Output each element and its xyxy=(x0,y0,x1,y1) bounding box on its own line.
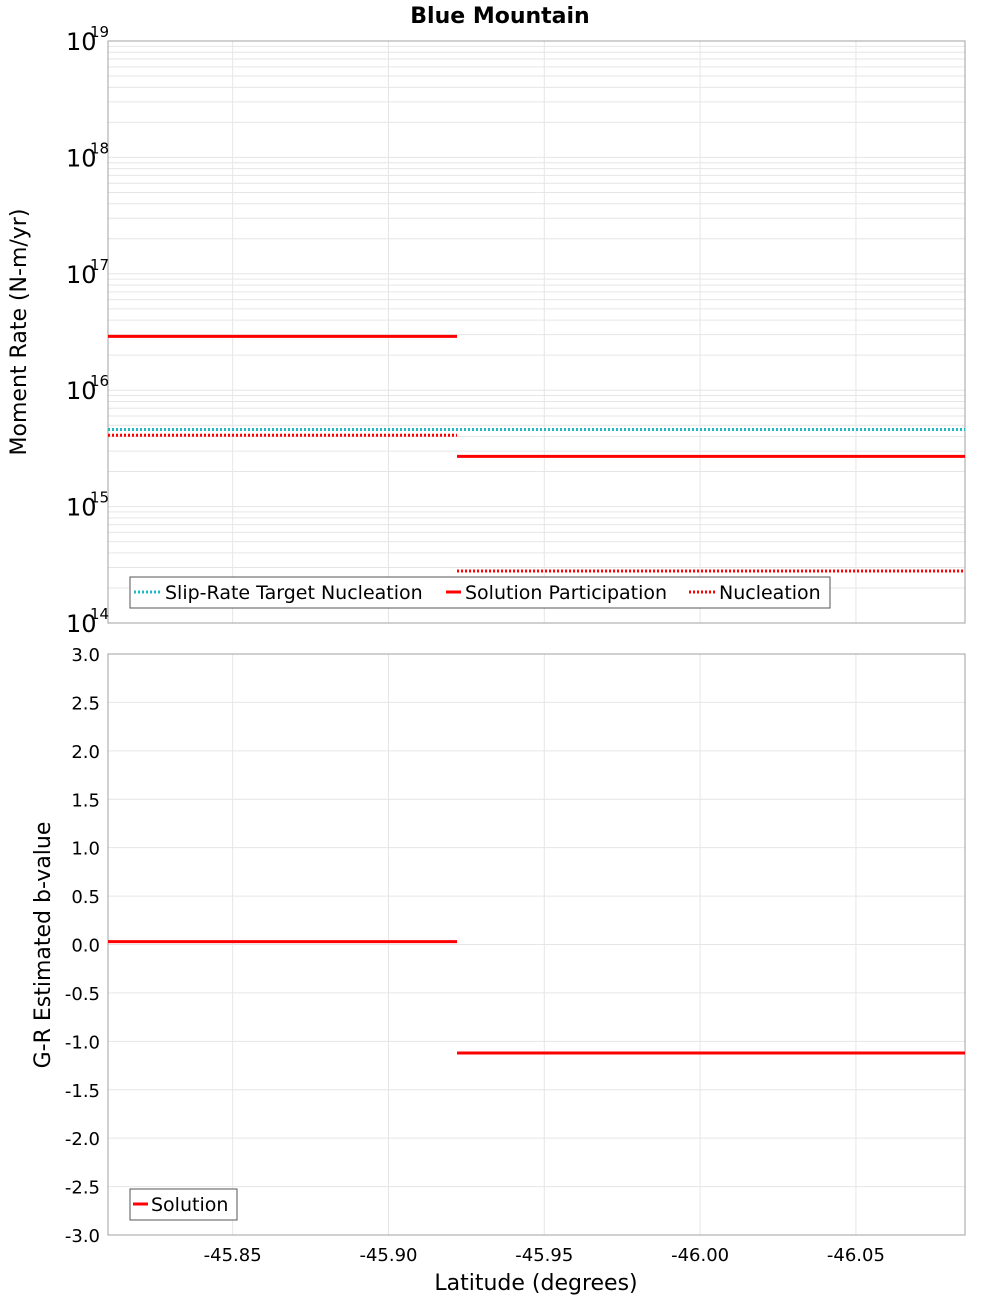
moment-rate-grid xyxy=(108,41,965,624)
y-tick-label: -0.5 xyxy=(65,984,100,1005)
y-tick-label: 3.0 xyxy=(71,645,100,666)
b-value-y-ticks: 3.0 2.5 2.0 1.5 1.0 0.5 0.0 -0.5 -1.0 -1.5 -2.0 -2.… xyxy=(65,645,100,1247)
y-tick-label: 10 xyxy=(66,610,97,638)
y-tick-label: 0.0 xyxy=(71,936,100,957)
b-value-legend-box xyxy=(129,1188,238,1221)
y-tick-label: 1.5 xyxy=(71,790,100,811)
x-tick-label: -46.00 xyxy=(671,1245,729,1266)
y-tick-exponent: 17 xyxy=(90,256,109,274)
y-tick-label: 1.0 xyxy=(71,839,100,860)
b-value-y-label: G-R Estimated b-value xyxy=(31,822,56,1069)
x-axis-label: Latitude (degrees) xyxy=(434,1271,637,1296)
x-tick-label: -45.90 xyxy=(359,1245,417,1266)
b-value-series xyxy=(108,940,965,1055)
y-tick-label: 0.5 xyxy=(71,887,100,908)
x-ticks: -45.85 -45.90 -45.95 -46.00 -46.05 xyxy=(204,1245,885,1266)
legend-label-nucleation: Nucleation xyxy=(719,582,821,604)
y-tick-label: 10 xyxy=(66,261,97,289)
legend-label-slip-rate-target: Slip-Rate Target Nucleation xyxy=(165,582,423,604)
y-tick-label: 2.5 xyxy=(71,693,100,714)
y-tick-exponent: 19 xyxy=(90,23,109,41)
b-value-panel: 3.0 2.5 2.0 1.5 1.0 0.5 0.0 -0.5 -1.0 -1.5 -2.0 -2.… xyxy=(31,645,966,1296)
y-tick-label: -3.0 xyxy=(65,1226,100,1247)
b-value-grid xyxy=(108,653,965,1236)
x-tick-label: -46.05 xyxy=(827,1245,885,1266)
y-tick-label: 10 xyxy=(66,28,97,56)
y-tick-exponent: 14 xyxy=(90,605,109,623)
legend-label-solution: Solution xyxy=(151,1194,228,1216)
y-tick-label: 2.0 xyxy=(71,742,100,763)
moment-rate-plot-frame xyxy=(107,40,966,624)
chart-title: Blue Mountain xyxy=(410,4,589,29)
x-tick-label: -45.85 xyxy=(204,1245,262,1266)
y-tick-label: -2.5 xyxy=(65,1178,100,1199)
legend-label-solution-participation: Solution Participation xyxy=(465,582,667,604)
y-tick-exponent: 18 xyxy=(90,139,109,157)
y-tick-label: 10 xyxy=(66,377,97,405)
y-tick-exponent: 15 xyxy=(90,489,109,507)
moment-rate-legend: Slip-Rate Target Nucleation Solution Par… xyxy=(129,576,831,609)
y-tick-label: 10 xyxy=(66,144,97,172)
b-value-legend: Solution xyxy=(129,1188,238,1221)
moment-rate-series xyxy=(108,334,965,573)
moment-rate-y-label: Moment Rate (N-m/yr) xyxy=(7,209,32,456)
y-tick-label: -1.0 xyxy=(65,1032,100,1053)
y-tick-exponent: 16 xyxy=(90,372,109,390)
y-tick-label: 10 xyxy=(66,494,97,522)
moment-rate-legend-box xyxy=(129,576,831,609)
y-tick-label: -2.0 xyxy=(65,1129,100,1150)
b-value-plot-frame xyxy=(107,653,966,1236)
x-tick-label: -45.95 xyxy=(515,1245,573,1266)
y-tick-label: -1.5 xyxy=(65,1081,100,1102)
